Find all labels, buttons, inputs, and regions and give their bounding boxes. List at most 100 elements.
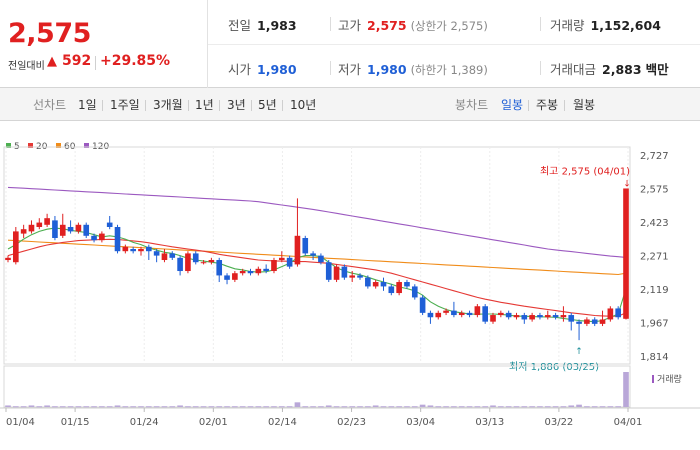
- tab-3year[interactable]: 3년: [227, 98, 246, 112]
- volume-bar: [169, 406, 176, 408]
- candle-body: [208, 260, 215, 263]
- moving-average-lines: [7, 186, 627, 323]
- volume-bar: [333, 406, 340, 408]
- x-tick-label: 01/15: [61, 417, 90, 428]
- candle-body: [271, 260, 277, 272]
- low-price: 저가 1,980 (하한가 1,389): [338, 59, 488, 78]
- up-arrow-icon: ▲: [47, 54, 57, 69]
- volume-bar: [302, 406, 309, 408]
- volume-bar: [138, 406, 144, 408]
- candle-body: [380, 282, 387, 287]
- volume-bar: [83, 406, 90, 408]
- volume-bar: [552, 406, 559, 408]
- candle-body: [490, 315, 496, 322]
- prev-close-value: 1,983: [257, 18, 297, 33]
- volume-bar: [607, 406, 614, 408]
- volume-bar: [435, 406, 442, 408]
- candle-body: [130, 249, 136, 252]
- candle-body: [200, 262, 207, 264]
- candle-body: [59, 224, 66, 236]
- candle-body: [451, 310, 457, 316]
- tab-monthly-candle[interactable]: 월봉: [573, 98, 596, 112]
- tab-daily-candle[interactable]: 일봉: [501, 98, 524, 112]
- candle-body: [388, 286, 395, 294]
- candle-body: [474, 306, 481, 316]
- candle-body: [599, 319, 606, 324]
- candle-body: [537, 315, 543, 318]
- candle-body: [325, 262, 332, 280]
- candle-body: [216, 260, 223, 276]
- candle-body: [443, 310, 449, 313]
- volume-value: 1,152,604: [590, 18, 661, 33]
- volume-bar: [357, 406, 363, 408]
- x-tick-label: 02/01: [199, 417, 228, 428]
- legend-swatch: [84, 143, 89, 148]
- volume-bar: [325, 405, 332, 407]
- plot-frame: [3, 146, 631, 365]
- volume-bar: [537, 406, 543, 408]
- volume-bar: [490, 405, 496, 407]
- x-tick-label: 01/24: [130, 417, 159, 428]
- ma20-line: [7, 238, 627, 317]
- volume-bar: [513, 406, 520, 408]
- separator: [564, 100, 565, 111]
- volume-bar: [20, 406, 27, 408]
- high-annotation: 최고 2,575 (04/01): [540, 165, 630, 177]
- candle-body: [591, 319, 598, 324]
- separator: [330, 61, 331, 75]
- volume-bar: [396, 406, 402, 408]
- volume-bar: [216, 406, 223, 408]
- tab-3month[interactable]: 3개월: [153, 98, 183, 112]
- volume-bar: [591, 406, 598, 408]
- candlestick-chart[interactable]: 5 20 60 120 2,7272,5752,4232,2712,1191,9671…: [0, 121, 700, 450]
- high-price: 고가 2,575 (상한가 2,575): [338, 15, 488, 34]
- volume-bar: [599, 406, 606, 408]
- candle-body: [404, 282, 410, 287]
- tab-1day[interactable]: 1일: [78, 98, 97, 112]
- volume-frame: [3, 365, 631, 408]
- volume-bar: [286, 406, 293, 408]
- tab-5year[interactable]: 5년: [258, 98, 277, 112]
- separator: [102, 100, 103, 111]
- volume-bar: [560, 406, 567, 408]
- volume-bar: [505, 406, 512, 408]
- prev-close: 전일 1,983: [228, 15, 297, 34]
- volume-bar: [263, 406, 269, 408]
- candle-body: [247, 271, 254, 274]
- candle-body: [318, 255, 324, 263]
- candle-body: [255, 268, 262, 274]
- candle-body: [333, 266, 340, 280]
- tab-1year[interactable]: 1년: [195, 98, 214, 112]
- open-label: 시가: [228, 62, 252, 77]
- separator: [330, 17, 331, 31]
- candle-body: [13, 231, 19, 263]
- candle-body: [466, 312, 473, 316]
- volume-bar: [13, 406, 19, 408]
- candle-body: [28, 224, 35, 232]
- volume-bar: [200, 406, 207, 408]
- amount-value: 2,883: [602, 62, 642, 77]
- volume-bar: [388, 406, 395, 408]
- tab-weekly-candle[interactable]: 주봉: [536, 98, 559, 112]
- low-annotation: 최저 1,886 (03/25): [509, 361, 599, 373]
- quote-header: 2,575 전일대비 ▲ 592 +29.85% 전일 1,983 고가 2,575…: [0, 0, 700, 88]
- candle-body: [560, 315, 567, 318]
- candle-body: [83, 224, 90, 236]
- annotations: 최고 2,575 (04/01) ↓ ↑ 최저 1,886 (03/25): [509, 165, 631, 373]
- y-axis: 2,727 2,575 2,423 2,271 2,119 1,967 1,814: [640, 151, 669, 363]
- candle-body: [411, 286, 418, 298]
- tab-10year[interactable]: 10년: [290, 98, 317, 112]
- candle-body: [498, 312, 504, 316]
- candle-body: [153, 251, 160, 256]
- candle-body: [67, 226, 74, 232]
- candle-body: [278, 257, 285, 261]
- candles: [5, 188, 629, 341]
- volume-bar: [224, 406, 230, 408]
- candle-body: [349, 275, 356, 278]
- tab-1week[interactable]: 1주일: [110, 98, 140, 112]
- price-change: 592: [62, 53, 92, 69]
- stock-chart[interactable]: 5 20 60 120 2,727 2,575 2,423 2,271 2,119 1,967 1…: [0, 121, 700, 450]
- separator: [188, 100, 189, 111]
- volume-legend-label: 거래량: [657, 373, 682, 385]
- lower-limit: (하한가 1,389): [410, 63, 488, 77]
